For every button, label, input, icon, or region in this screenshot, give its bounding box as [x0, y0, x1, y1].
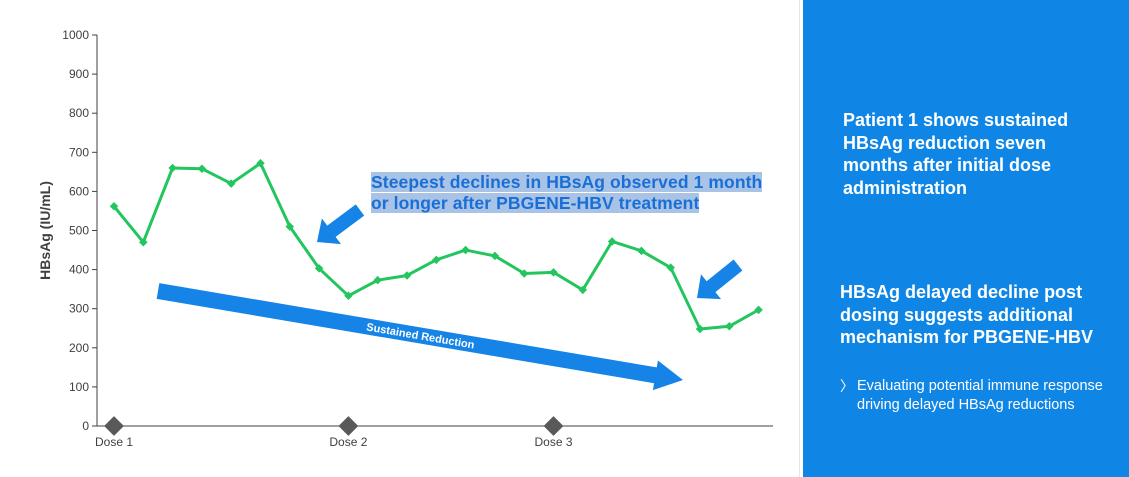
data-point: [402, 271, 412, 280]
summary-bullet-text: Evaluating potential immune response dri…: [857, 378, 1103, 413]
data-point: [373, 275, 382, 285]
data-point: [666, 263, 675, 272]
summary-bullet: 〉 Evaluating potential immune response d…: [840, 377, 1110, 415]
pointer-arrow-2: [696, 259, 743, 300]
data-point: [197, 164, 207, 173]
data-point: [695, 324, 705, 334]
data-point: [432, 255, 441, 265]
chart-panel: 0 100 200 300 400 500 600 700 800 900 1000 HBsAg (I…: [37, 0, 800, 477]
y-tick-label: 600: [69, 184, 89, 198]
y-tick-label: 300: [69, 302, 89, 316]
dose-label: Dose 2: [329, 435, 367, 449]
decline-callout: Steepest declines in HBsAg observed 1 mo…: [371, 172, 771, 214]
data-point: [109, 202, 119, 211]
callout-text: Steepest declines in HBsAg observed 1 mo…: [371, 172, 763, 213]
y-tick-label: 1000: [62, 28, 89, 42]
y-tick-label: 500: [69, 224, 89, 238]
data-point: [490, 251, 500, 261]
data-point: [754, 305, 763, 315]
trend-arrow-shape: [156, 283, 683, 391]
dose-marker: [338, 416, 359, 436]
sustained-reduction-arrow: Sustained Reduction: [156, 283, 683, 391]
data-point: [344, 291, 353, 301]
data-point: [226, 179, 236, 188]
pointer-arrow-1: [317, 204, 365, 245]
summary-heading-2: HBsAg delayed decline post dosing sugges…: [840, 282, 1094, 347]
data-point: [519, 269, 529, 278]
summary-heading-1: Patient 1 shows sustained HBsAg reductio…: [843, 110, 1069, 198]
y-tick-label: 900: [69, 67, 89, 81]
y-tick-label: 200: [69, 341, 89, 355]
y-tick-label: 400: [69, 263, 89, 277]
data-point: [461, 245, 470, 255]
data-point: [725, 322, 734, 331]
summary-panel: Patient 1 shows sustained HBsAg reductio…: [803, 0, 1129, 477]
dose-marker: [543, 416, 564, 436]
dose-label: Dose 1: [95, 435, 133, 449]
data-point: [285, 222, 295, 231]
hbsag-line-chart: 0 100 200 300 400 500 600 700 800 900 1000 HBsAg (I…: [37, 28, 773, 449]
pointer-arrow-shape: [696, 259, 743, 300]
y-tick-label: 700: [69, 145, 89, 159]
data-point: [256, 159, 265, 168]
dose-label: Dose 3: [534, 435, 572, 449]
y-tick-label: 100: [69, 380, 89, 394]
y-axis-title: HBsAg (IU/mL): [37, 181, 53, 280]
data-point: [578, 285, 588, 295]
data-point: [139, 237, 148, 247]
chevron-right-icon: 〉: [840, 378, 854, 394]
dose-marker: [104, 416, 124, 436]
data-point: [168, 163, 177, 173]
data-point: [314, 264, 324, 273]
data-point: [549, 268, 558, 277]
y-tick-label: 0: [82, 419, 89, 433]
pointer-arrow-shape: [317, 204, 365, 245]
y-tick-label: 800: [69, 106, 89, 120]
